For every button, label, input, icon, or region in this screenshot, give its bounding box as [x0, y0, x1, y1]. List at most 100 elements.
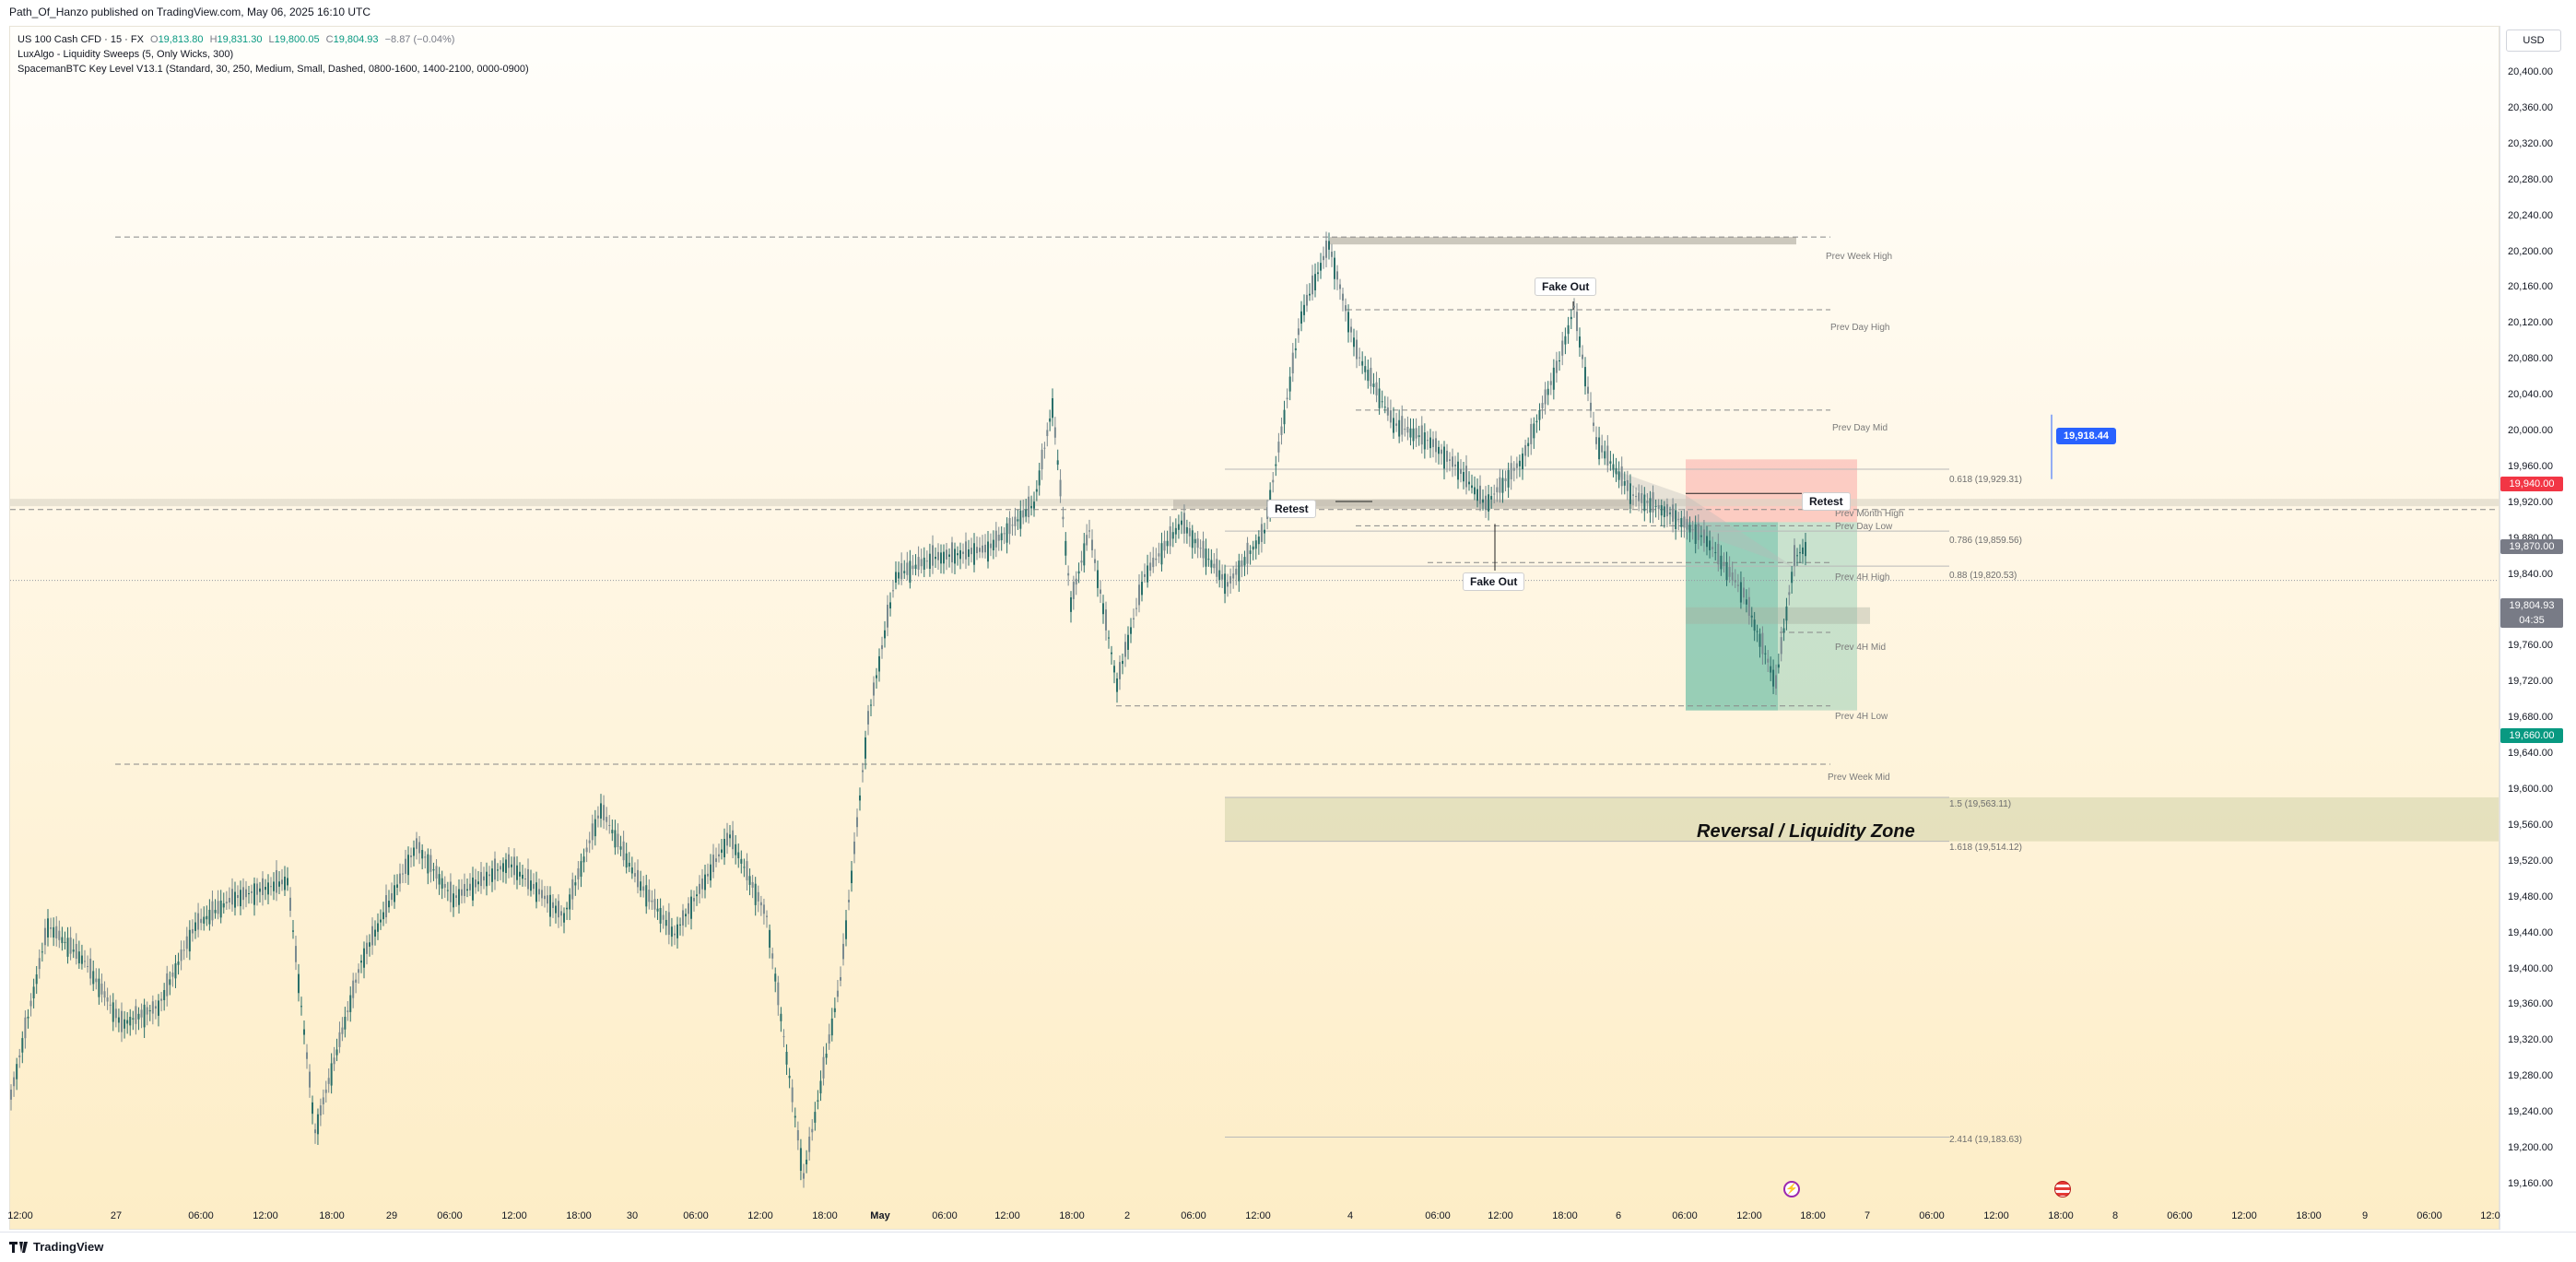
candle-body [292, 930, 294, 932]
tradingview-logo[interactable]: TradingView [9, 1240, 103, 1254]
candle-body [1604, 451, 1606, 459]
candle-body [1587, 386, 1589, 394]
candle-body [1077, 571, 1080, 574]
candle-body [928, 553, 931, 570]
candle-body [1593, 422, 1594, 426]
candle-body [976, 547, 978, 554]
price-tick: 20,040.00 [2508, 389, 2553, 401]
last-price-tag[interactable]: 19,804.93 04:35 [2500, 597, 2563, 628]
candle-body [1260, 524, 1263, 542]
price-tick: 19,320.00 [2508, 1034, 2553, 1046]
time-axis[interactable]: 12:00 27 06:00 12:00 18:00 29 06:00 12:00 18:00 3… [7, 1208, 2500, 1232]
candle-body [1025, 509, 1028, 517]
stop-price-tag[interactable]: 19,940.00 [2500, 477, 2563, 492]
candle-body [394, 885, 395, 902]
candle-body [1102, 603, 1104, 615]
lightning-event-icon[interactable]: ⚡ [1783, 1181, 1800, 1197]
candle-body [808, 1137, 811, 1152]
filled-profit-zone [1686, 522, 1778, 711]
candle-body [682, 910, 684, 926]
price-tick: 20,320.00 [2508, 137, 2553, 149]
currency-selector[interactable]: USD [2506, 29, 2561, 52]
target-price-tag[interactable]: 19,918.44 [2056, 428, 2116, 444]
indicator-row-2[interactable]: SpacemanBTC Key Level V13.1 (Standard, 3… [18, 64, 529, 75]
candle-body [580, 861, 582, 878]
prev-month-high-label: Prev Month High [1835, 509, 1904, 519]
candle-body [1641, 493, 1643, 503]
fake-out-bottom-callout[interactable]: Fake Out [1463, 572, 1525, 591]
us-flag-event-icon[interactable] [2054, 1181, 2071, 1197]
candle-body [1166, 540, 1169, 547]
candle-body [984, 544, 986, 553]
candle-body [1782, 628, 1785, 632]
price-axis[interactable]: USD 20,400.00 20,360.00 20,320.00 20,280.00… [2500, 26, 2576, 1230]
candle-body [1785, 606, 1788, 621]
candle-body [1218, 570, 1221, 580]
candle-body [129, 1017, 132, 1026]
candle-body [182, 949, 185, 951]
candle-body [1138, 584, 1140, 606]
chart-canvas[interactable] [10, 27, 2500, 1230]
candle-body [1359, 357, 1361, 359]
candle-body [1612, 464, 1615, 470]
candle-body [622, 841, 625, 861]
candle-body [1538, 409, 1541, 420]
candle-body [912, 565, 914, 570]
candle-body [560, 911, 562, 916]
candle-body [1595, 437, 1597, 444]
candle-body [1008, 517, 1011, 535]
candle-body [121, 1010, 123, 1032]
candle-body [314, 1129, 316, 1134]
candle-body [1731, 572, 1734, 581]
candle-body [1561, 340, 1564, 356]
candle-body [1395, 423, 1398, 426]
candle-body [1275, 464, 1277, 466]
candle-body [737, 852, 740, 859]
candle-body [533, 883, 535, 890]
candle-body [1216, 559, 1218, 577]
candle-body [24, 1017, 27, 1039]
candle-body [769, 929, 771, 948]
retest-right-callout[interactable]: Retest [1802, 492, 1851, 511]
candle-body [1372, 383, 1375, 387]
candle-body [66, 938, 69, 957]
candle-body [1210, 560, 1213, 568]
candle-body [1579, 336, 1581, 348]
candle-body [665, 919, 667, 926]
retest-left-callout[interactable]: Retest [1267, 500, 1316, 518]
candle-body [1620, 466, 1623, 487]
candle-body [1775, 675, 1777, 689]
candle-body [333, 1057, 335, 1065]
fake-out-top-callout[interactable]: Fake Out [1535, 277, 1597, 296]
indicator-row-1[interactable]: LuxAlgo - Liquidity Sweeps (5, Only Wick… [18, 49, 234, 60]
candle-body [1460, 468, 1462, 474]
candle-body [1314, 274, 1316, 290]
candle-body [228, 898, 230, 902]
price-tick: 20,360.00 [2508, 101, 2553, 113]
candle-body [1370, 367, 1372, 387]
candle-body [1019, 510, 1022, 529]
candle-body [685, 914, 687, 917]
candle-body [217, 901, 219, 914]
time-tick: 18:00 [1800, 1210, 1826, 1221]
candle-body [511, 864, 512, 867]
candle-body [552, 902, 554, 908]
entry-price-tag[interactable]: 19,870.00 [2500, 539, 2563, 555]
candle-body [508, 854, 510, 868]
candle-body [1075, 578, 1077, 585]
chart-pane[interactable]: US 100 Cash CFD · 15 · FX O19,813.80 H19… [9, 26, 2500, 1230]
candle-body [47, 918, 49, 938]
candle-body [1635, 496, 1638, 498]
candle-body [670, 926, 673, 938]
candle-body [191, 928, 194, 934]
week-high-sweep-band [1330, 237, 1796, 245]
candle-body [1507, 469, 1510, 488]
candle-body [1802, 547, 1804, 554]
symbol-name[interactable]: US 100 Cash CFD · 15 · FX [18, 34, 144, 45]
candle-body [1108, 637, 1110, 639]
price-tick: 19,240.00 [2508, 1106, 2553, 1118]
candle-body [1227, 582, 1229, 587]
candle-body [502, 863, 504, 872]
candle-body [588, 840, 591, 843]
take-profit-price-tag[interactable]: 19,660.00 [2500, 727, 2563, 743]
